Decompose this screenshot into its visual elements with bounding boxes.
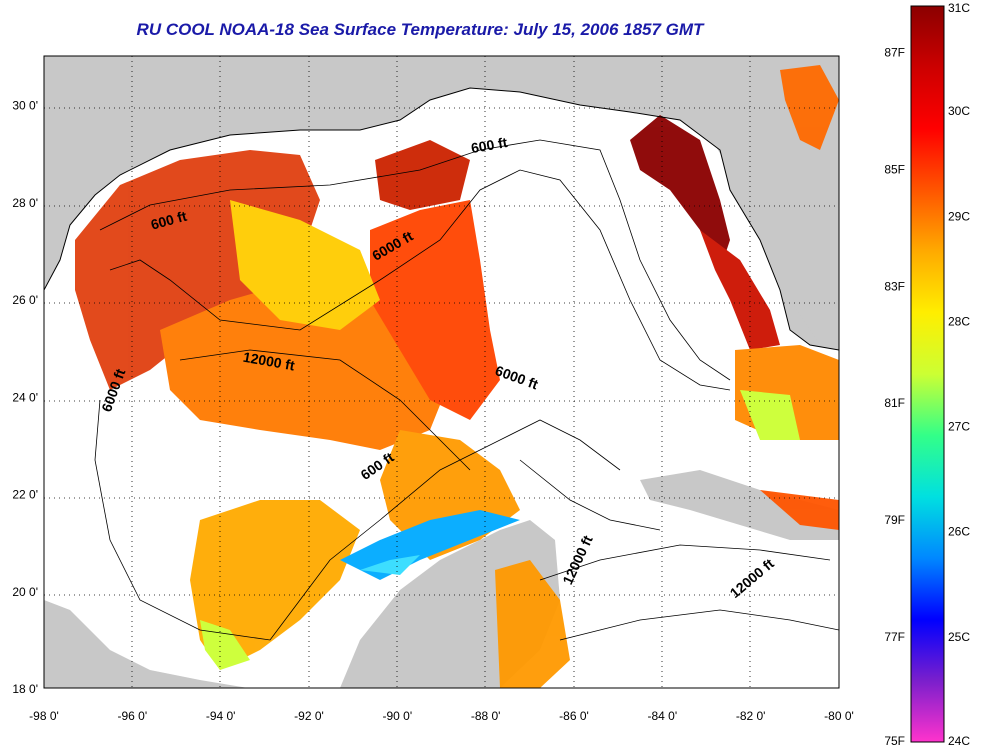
colorbar-fahrenheit-label: 81F [884, 396, 905, 410]
map-frame [43, 55, 840, 689]
colorbar-fahrenheit-label: 83F [884, 279, 905, 293]
colorbar-fahrenheit-label: 79F [884, 513, 905, 527]
colorbar-fahrenheit-label: 75F [884, 734, 905, 748]
colorbar-celsius-label: 31C [948, 1, 970, 15]
sst-patches [75, 65, 839, 688]
cuba-land [640, 470, 839, 540]
colorbar-celsius-label: 24C [948, 734, 970, 748]
colorbar-celsius-label: 30C [948, 104, 970, 118]
colorbar-celsius-label: 29C [948, 209, 970, 223]
colorbar-fahrenheit-label: 77F [884, 630, 905, 644]
x-tick-label: -88 0' [471, 709, 501, 723]
x-tick-label: -96 0' [118, 709, 148, 723]
x-tick-label: -80 0' [824, 709, 854, 723]
y-tick-label: 26 0' [12, 293, 38, 307]
yucatan-land [44, 600, 248, 688]
y-tick-label: 18 0' [12, 682, 38, 696]
y-tick-label: 22 0' [12, 488, 38, 502]
colorbar [910, 5, 945, 743]
colorbar-fahrenheit-label: 87F [884, 46, 905, 60]
florida-land [640, 56, 839, 345]
x-tick-label: -82 0' [736, 709, 766, 723]
grid-lines [44, 56, 839, 688]
y-axis-ticks: 18 0' 20 0' 22 0' 24 0' 26 0' 28 0' 30 0' [12, 99, 38, 696]
x-tick-label: -86 0' [559, 709, 589, 723]
y-tick-label: 30 0' [12, 99, 38, 113]
bathymetry-contours [94, 139, 839, 641]
colorbar-celsius-labels: 31C 30C 29C 28C 27C 26C 25C 24C [948, 1, 970, 748]
x-tick-label: -84 0' [648, 709, 678, 723]
colorbar-celsius-label: 26C [948, 525, 970, 539]
map-title: RU COOL NOAA-18 Sea Surface Temperature:… [136, 20, 704, 39]
colorbar-celsius-label: 28C [948, 314, 970, 328]
colorbar-celsius-label: 25C [948, 630, 970, 644]
contour-label: 600 ft [470, 134, 509, 156]
colorbar-celsius-label: 27C [948, 420, 970, 434]
colorbar-fahrenheit-labels: 87F 85F 83F 81F 79F 77F 75F [884, 46, 905, 748]
x-tick-label: -90 0' [383, 709, 413, 723]
x-axis-ticks: -98 0' -96 0' -94 0' -92 0' -90 0' -88 0' -86 … [29, 709, 854, 723]
y-tick-label: 20 0' [12, 585, 38, 599]
x-tick-label: -94 0' [206, 709, 236, 723]
y-tick-label: 24 0' [12, 390, 38, 404]
x-tick-label: -92 0' [294, 709, 324, 723]
x-tick-label: -98 0' [29, 709, 59, 723]
y-tick-label: 28 0' [12, 196, 38, 210]
coastline [44, 87, 839, 351]
colorbar-fahrenheit-label: 85F [884, 163, 905, 177]
